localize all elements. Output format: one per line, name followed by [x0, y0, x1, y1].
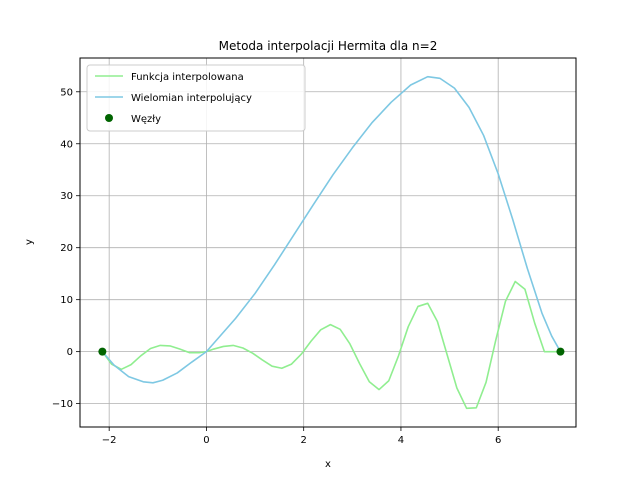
y-tick-label: 40 [60, 139, 73, 150]
legend: Funkcja interpolowana Wielomian interpol… [86, 64, 306, 132]
y-axis-label: y [24, 239, 35, 245]
ticks: −2 0 2 4 6 −10 0 10 20 30 40 50 [52, 87, 501, 446]
legend-label-wezly: Węzły [131, 114, 161, 125]
series-line-funkcja [101, 280, 562, 410]
chart-title: Metoda interpolacji Hermita dla n=2 [219, 39, 438, 53]
legend-label-wielomian: Wielomian interpolujący [131, 93, 252, 104]
x-tick-label: 6 [495, 435, 501, 446]
x-tick-label: 2 [300, 435, 306, 446]
plot-frame [79, 57, 577, 428]
y-tick-label: 10 [60, 295, 73, 306]
y-tick-label: 0 [67, 347, 73, 358]
y-tick-label: 20 [60, 243, 73, 254]
legend-label-funkcja: Funkcja interpolowana [131, 72, 244, 83]
x-tick-label: 4 [398, 435, 404, 446]
y-tick-label: −10 [52, 399, 73, 410]
y-tick-label: 30 [60, 191, 73, 202]
node-point [98, 347, 107, 356]
x-tick-label: −2 [102, 435, 117, 446]
legend-box [86, 64, 306, 132]
series-layer [98, 75, 565, 410]
legend-swatch-wezly [105, 114, 113, 122]
x-tick-label: 0 [203, 435, 209, 446]
node-point [556, 347, 565, 356]
y-tick-label: 50 [60, 87, 73, 98]
series-line-wielomian [101, 75, 562, 384]
x-axis-label: x [325, 459, 331, 470]
